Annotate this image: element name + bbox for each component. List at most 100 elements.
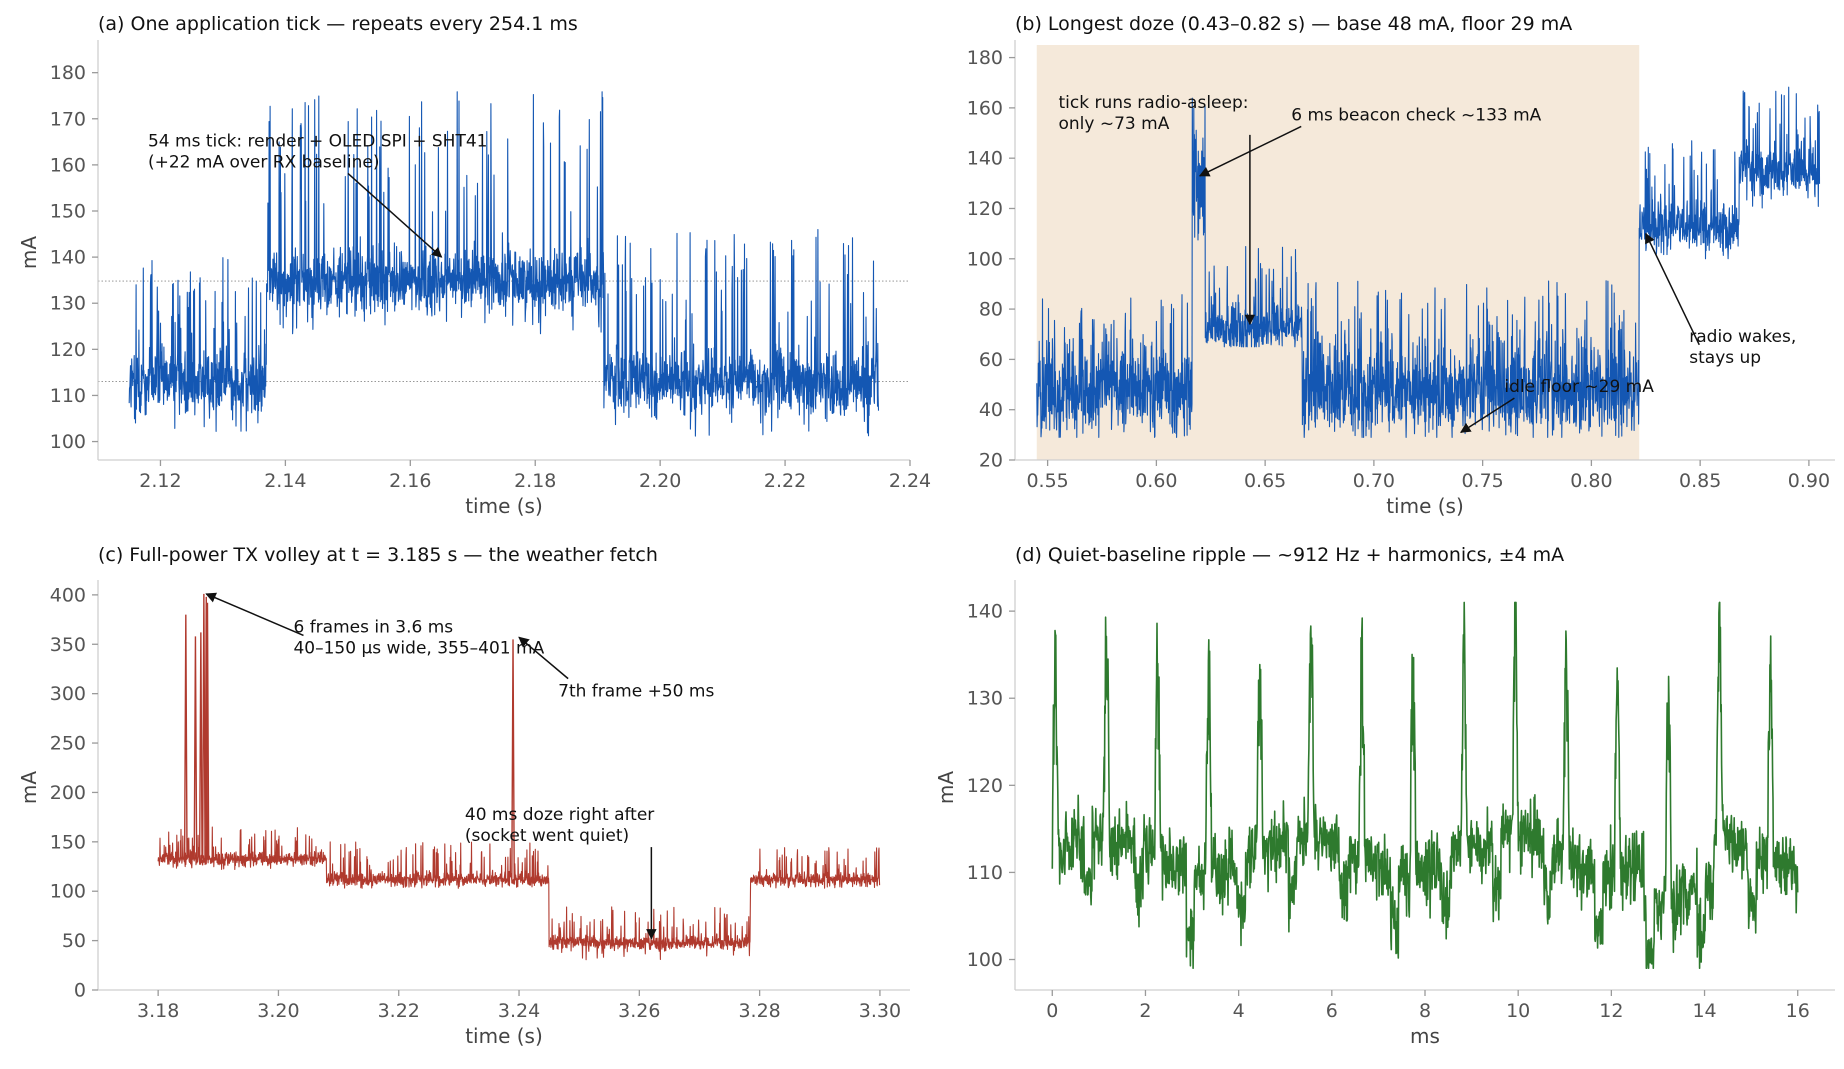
y-tick-label: 120: [967, 198, 1003, 220]
panel-title: (d) Quiet-baseline ripple — ~912 Hz + ha…: [1015, 544, 1564, 566]
annotation-line: (+22 mA over RX baseline): [148, 152, 380, 172]
annotation-3: radio wakes, stays up: [1689, 327, 1796, 368]
x-tick-label: 14: [1692, 1000, 1716, 1022]
y-tick-label: 120: [50, 339, 86, 361]
annotation-line: stays up: [1689, 348, 1761, 368]
chart-panel-a: 100 110 120 130 140 150 160 170 180 2.12 2.14 2.16 2…: [17, 13, 931, 518]
tx-frame-7: [511, 639, 515, 880]
tx-frame-3: [198, 632, 203, 859]
annotation-line: only ~73 mA: [1059, 114, 1170, 134]
x-tick-label: 0.60: [1135, 470, 1177, 492]
y-axis-label: mA: [934, 771, 958, 804]
x-tick-label: 16: [1786, 1000, 1810, 1022]
chart-panel-c: 0 50 100 150 200 250 300 350 400 3.18 3.20 3.22 3.24…: [17, 544, 910, 1048]
y-tick-label: 150: [50, 831, 86, 853]
x-tick-label: 3.30: [859, 1000, 901, 1022]
annotation-line: 6 ms beacon check ~133 mA: [1291, 105, 1541, 125]
x-tick-label: 3.24: [498, 1000, 540, 1022]
annotation-line: tick runs radio-asleep:: [1059, 93, 1249, 113]
x-tick-label: 0.75: [1461, 470, 1503, 492]
y-tick-label: 180: [50, 62, 86, 84]
tx-frame-2: [193, 636, 198, 859]
series-line-a: [128, 91, 880, 437]
panel-title: (a) One application tick — repeats every…: [98, 13, 578, 35]
annotation-line: 40 ms doze right after: [465, 805, 654, 825]
x-tick-label: 3.28: [738, 1000, 780, 1022]
x-axis-label: time (s): [1386, 494, 1464, 518]
series-line-b: [1036, 86, 1821, 438]
x-tick-label: 2.18: [514, 470, 556, 492]
panel-title: (c) Full-power TX volley at t = 3.185 s …: [98, 544, 658, 566]
x-tick-label: 3.22: [378, 1000, 420, 1022]
panel-title: (b) Longest doze (0.43–0.82 s) — base 48…: [1015, 13, 1572, 35]
tx-frame-4: [201, 593, 206, 859]
annotation-3: 40 ms doze right after (socket went quiet…: [465, 805, 654, 846]
y-tick-label: 250: [50, 733, 86, 755]
x-axis-label: time (s): [465, 1024, 543, 1048]
annotation-line: (socket went quiet): [465, 826, 629, 846]
annotation-1: 6 ms beacon check ~133 mA: [1291, 105, 1541, 125]
annotation-line: 7th frame +50 ms: [558, 682, 714, 702]
y-tick-label: 170: [50, 108, 86, 130]
annotation-line: radio wakes,: [1689, 327, 1796, 347]
x-tick-label: 0.80: [1570, 470, 1612, 492]
x-tick-label: 0.65: [1244, 470, 1286, 492]
y-tick-label: 100: [967, 949, 1003, 971]
y-tick-label: 100: [967, 248, 1003, 270]
y-axis-label: mA: [17, 236, 41, 269]
y-tick-label: 150: [50, 201, 86, 223]
y-tick-label: 120: [967, 775, 1003, 797]
x-tick-label: 2.22: [764, 470, 806, 492]
y-tick-label: 80: [979, 299, 1003, 321]
x-tick-label: 4: [1233, 1000, 1245, 1022]
y-tick-label: 300: [50, 683, 86, 705]
y-tick-label: 400: [50, 584, 86, 606]
annotation-line: idle floor ~29 mA: [1504, 377, 1654, 397]
x-tick-label: 3.20: [257, 1000, 299, 1022]
y-tick-label: 180: [967, 47, 1003, 69]
y-tick-label: 50: [62, 930, 86, 952]
x-tick-label: 0.55: [1026, 470, 1068, 492]
y-tick-label: 110: [50, 385, 86, 407]
annotation-4: idle floor ~29 mA: [1504, 377, 1654, 397]
y-tick-label: 160: [967, 97, 1003, 119]
x-tick-label: 8: [1419, 1000, 1431, 1022]
x-tick-label: 0.70: [1353, 470, 1395, 492]
y-tick-label: 350: [50, 634, 86, 656]
x-tick-label: 3.18: [137, 1000, 179, 1022]
annotation-2: 7th frame +50 ms: [558, 682, 714, 702]
annotation-arrow: [205, 592, 304, 637]
x-tick-label: 2.14: [264, 470, 306, 492]
annotation-1: 6 frames in 3.6 ms 40–150 µs wide, 355–40…: [293, 617, 544, 658]
annotation-2: tick runs radio-asleep: only ~73 mA: [1059, 93, 1249, 134]
annotation-1: 54 ms tick: render + OLED SPI + SHT41 (+2…: [148, 131, 488, 172]
x-tick-label: 0: [1046, 1000, 1058, 1022]
x-tick-label: 0.90: [1788, 470, 1830, 492]
x-tick-label: 2.16: [389, 470, 431, 492]
y-tick-label: 0: [74, 980, 86, 1002]
annotation-line: 40–150 µs wide, 355–401 mA: [293, 638, 544, 658]
annotation-line: 6 frames in 3.6 ms: [293, 617, 453, 637]
x-tick-label: 2.24: [889, 470, 931, 492]
y-tick-label: 100: [50, 881, 86, 903]
x-tick-label: 6: [1326, 1000, 1338, 1022]
annotation-arrow: [518, 636, 569, 680]
annotation-arrow: [1645, 232, 1700, 346]
x-tick-label: 2: [1139, 1000, 1151, 1022]
annotation-arrow: [347, 172, 443, 258]
y-tick-label: 130: [967, 688, 1003, 710]
y-tick-label: 130: [50, 293, 86, 315]
y-tick-label: 160: [50, 154, 86, 176]
series-line-c: [157, 826, 881, 961]
y-tick-label: 140: [50, 247, 86, 269]
y-axis-label: mA: [17, 771, 41, 804]
chart-panel-d: 100 110 120 130 140 0 2 4 6 8 10 12 14 16 (d) Quiet-ba…: [934, 544, 1835, 1048]
annotation-line: 54 ms tick: render + OLED SPI + SHT41: [148, 131, 488, 151]
x-axis-label: ms: [1410, 1024, 1440, 1048]
tx-frame-1: [183, 614, 188, 859]
series-line-d: [1051, 601, 1799, 969]
y-tick-label: 140: [967, 601, 1003, 623]
chart-panel-b: 20 40 60 80 100 120 140 160 180 0.55 0.60 0.65 0.70 0…: [967, 13, 1835, 518]
x-tick-label: 10: [1506, 1000, 1530, 1022]
